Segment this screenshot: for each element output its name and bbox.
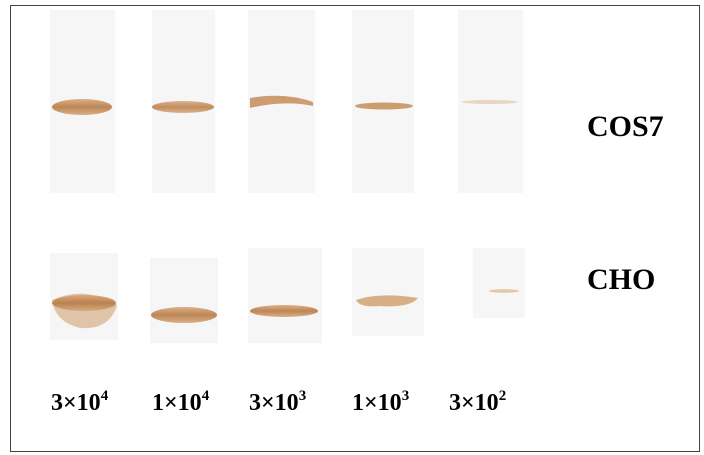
strip [352,10,414,193]
band [152,101,214,113]
label-exponent: 3 [402,388,410,404]
band [250,305,318,317]
label-base: 1×10 [352,390,402,416]
label-base: 3×10 [449,390,499,416]
column-label: 1×104 [152,388,210,416]
row-label: COS7 [587,110,664,143]
label-exponent: 4 [202,388,210,404]
label-base: 3×10 [51,390,101,416]
label-exponent: 3 [299,388,307,404]
label-base: 1×10 [152,390,202,416]
band [52,99,112,115]
figure: COS7 CHO 3×1041×1043×1031×1033×102 [0,0,704,455]
strip [150,258,218,343]
row-label: CHO [587,263,655,296]
strip [248,248,322,343]
column-label: 1×103 [352,388,409,416]
strip [352,248,424,336]
page: {"rows": [{"label": "COS7"}, {"label": "… [0,0,704,455]
label-base: 3×10 [249,390,299,416]
strip [473,248,525,318]
band [355,103,413,110]
band [52,295,116,311]
column-label: 3×104 [51,388,109,416]
label-exponent: 2 [499,388,507,404]
band [489,289,519,293]
column-label: 3×102 [449,388,506,416]
band [462,100,518,104]
column-label: 3×103 [249,388,306,416]
band [151,307,217,323]
label-exponent: 4 [101,388,109,404]
